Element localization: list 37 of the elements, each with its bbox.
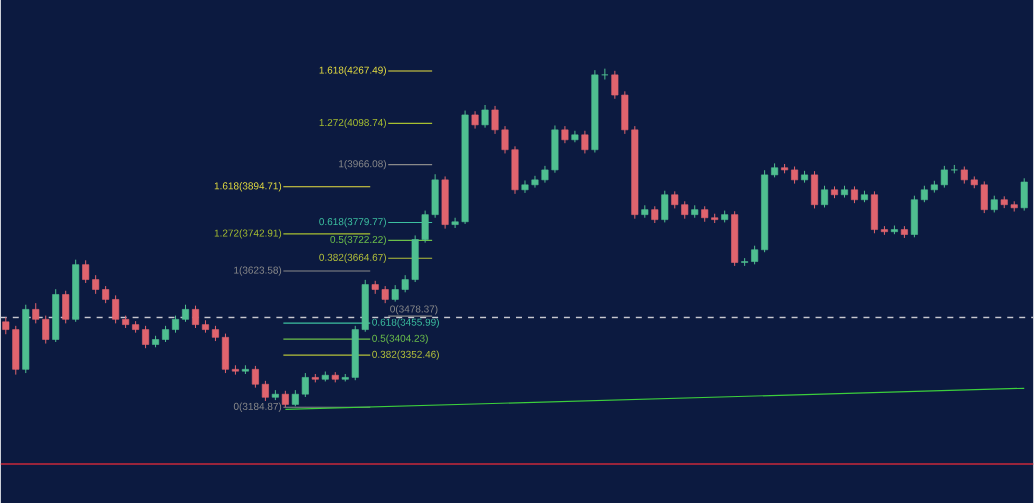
ref-line-label: 0.618(3779.77) — [319, 217, 386, 228]
candlestick — [82, 259, 90, 284]
ref-line-label: 0.618(3455.99) — [372, 318, 439, 328]
candlestick — [112, 294, 120, 324]
candlestick — [42, 314, 50, 344]
candlestick — [92, 274, 100, 295]
candlestick — [611, 70, 619, 100]
candlestick — [261, 380, 269, 402]
candlestick — [940, 165, 948, 188]
candlestick — [251, 365, 259, 389]
candlestick — [531, 175, 539, 188]
candlestick — [451, 217, 459, 229]
ref-line-label: 0.5(3404.23) — [372, 334, 428, 344]
candlestick — [601, 68, 609, 80]
ref-line-label: 0(3184.87) — [233, 402, 282, 412]
ref-line-label: 0.382(3352.46) — [372, 350, 439, 360]
ref-line-label: 0.5(3722.22) — [330, 235, 386, 245]
ref-line-label: 1(3623.58) — [234, 266, 282, 276]
ref-line-label: 1.618(4267.49) — [319, 66, 386, 76]
candlestick — [481, 104, 489, 129]
candlestick — [821, 185, 829, 208]
ref-line-label: 1.618(3894.71) — [214, 182, 282, 192]
ref-line-label: 0.382(3664.67) — [319, 253, 386, 263]
candlestick — [192, 305, 199, 329]
candlestick — [571, 130, 579, 143]
ref-line-label: 1.272(3742.91) — [214, 229, 282, 239]
candlestick — [32, 302, 40, 324]
candlestick — [142, 325, 150, 349]
candlestick — [751, 245, 759, 265]
candlestick — [581, 130, 589, 154]
candlestick — [491, 105, 499, 135]
candlestick — [501, 125, 509, 154]
ref-line-label: 0(3478.37) — [390, 305, 438, 315]
candlestick — [521, 179, 529, 194]
ref-line-label: 1(3966.08) — [339, 159, 386, 170]
ref-line-label: 1.272(4098.74) — [319, 118, 386, 128]
candlestick — [301, 372, 309, 398]
